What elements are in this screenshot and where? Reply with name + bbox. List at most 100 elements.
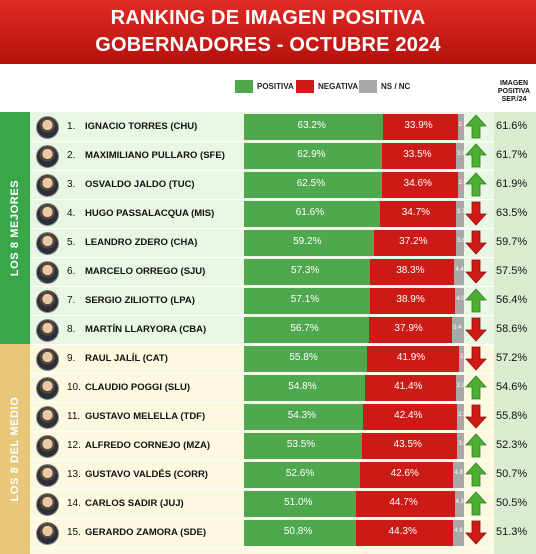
governor-name: GUSTAVO VALDÉS (CORR) bbox=[85, 469, 208, 480]
arrow-up-icon bbox=[465, 114, 487, 139]
arrow-up-icon bbox=[465, 375, 487, 400]
bar-negative bbox=[356, 491, 455, 517]
previous-value-label: 56.4% bbox=[496, 294, 528, 306]
governor-name: MAXIMILIANO PULLARO (SFE) bbox=[85, 150, 225, 161]
legend-label-positive: POSITIVA bbox=[257, 82, 294, 91]
avatar bbox=[36, 348, 59, 371]
previous-header-line1: IMAGEN bbox=[500, 80, 528, 87]
bar-negative bbox=[382, 143, 457, 169]
bar-negative bbox=[379, 201, 456, 227]
rank-label: 9. bbox=[67, 353, 76, 364]
rank-label: 7. bbox=[67, 295, 76, 306]
arrow-up-icon bbox=[465, 491, 487, 516]
data-label-negative: 44.7% bbox=[389, 497, 418, 508]
avatar bbox=[36, 261, 59, 284]
bar-nsnc bbox=[454, 491, 464, 517]
row-divider bbox=[30, 199, 494, 200]
bar-positive bbox=[244, 404, 364, 430]
bar-positive bbox=[244, 491, 357, 517]
data-label-positive: 50.8% bbox=[283, 526, 313, 537]
data-label-negative: 37.9% bbox=[394, 323, 423, 334]
table-row: 6. MARCELO ORREGO (SJU) 57.3% 38.3% 4.4 57.5% bbox=[30, 257, 536, 286]
data-label-negative: 33.5% bbox=[403, 149, 432, 160]
arrow-up-icon bbox=[465, 172, 487, 197]
previous-value-label: 54.6% bbox=[496, 381, 528, 393]
avatar bbox=[36, 116, 59, 139]
table-row: 11. GUSTAVO MELELLA (TDF) 54.3% 42.4% 3.3 55.… bbox=[30, 402, 536, 431]
table-row: 3. OSVALDO JALDO (TUC) 62.5% 34.6% 2.9 61.9% bbox=[30, 170, 536, 199]
row-divider bbox=[30, 141, 494, 142]
rank-label: 8. bbox=[67, 324, 76, 335]
rank-label: 10. bbox=[67, 382, 81, 393]
previous-header-line2: POSITIVA bbox=[497, 88, 531, 95]
legend-swatch-positive bbox=[235, 80, 253, 93]
chart-subtitle: GOBERNADORES - OCTUBRE 2024 bbox=[95, 34, 441, 56]
data-label-nsnc: 2.9 bbox=[458, 180, 467, 186]
bar-negative bbox=[363, 404, 457, 430]
data-label-nsnc: 4.8 bbox=[454, 470, 463, 476]
data-label-positive: 54.3% bbox=[287, 410, 317, 421]
governor-name: LEANDRO ZDERO (CHA) bbox=[85, 237, 198, 248]
bar-nsnc bbox=[455, 288, 464, 314]
arrow-down-icon bbox=[465, 201, 487, 226]
previous-header-line3: SEP./24 bbox=[501, 96, 527, 103]
arrow-up-icon bbox=[465, 462, 487, 487]
group-label-top: LOS 8 MEJORES bbox=[9, 179, 21, 277]
data-label-positive: 63.2% bbox=[297, 120, 326, 131]
arrow-up-icon bbox=[465, 433, 487, 458]
previous-value-label: 58.6% bbox=[496, 323, 528, 335]
data-label-positive: 62.5% bbox=[296, 178, 326, 189]
bar-negative bbox=[374, 230, 457, 256]
governor-name: OSVALDO JALDO (TUC) bbox=[85, 179, 195, 190]
table-row: 13. GUSTAVO VALDÉS (CORR) 52.6% 42.6% 4.8 50.… bbox=[30, 460, 536, 489]
governor-name: MARTÍN LLARYORA (CBA) bbox=[85, 324, 207, 335]
table-row: 10. CLAUDIO POGGI (SLU) 54.8% 41.4% 3.8 54.6% bbox=[30, 373, 536, 402]
legend-swatch-negative bbox=[296, 80, 314, 93]
data-label-negative: 33.9% bbox=[404, 120, 433, 131]
bar-nsnc bbox=[455, 201, 464, 227]
table-row: 5. LEANDRO ZDERO (CHA) 59.2% 37.2% 3.6 59.7% bbox=[30, 228, 536, 257]
bar-nsnc bbox=[457, 114, 464, 140]
avatar bbox=[36, 406, 59, 429]
governor-name: CARLOS SADIR (JUJ) bbox=[85, 498, 184, 509]
data-label-negative: 41.9% bbox=[396, 352, 426, 363]
governor-name: ALFREDO CORNEJO (MZA) bbox=[85, 440, 211, 451]
data-label-nsnc: 4.4 bbox=[455, 267, 464, 273]
bar-nsnc bbox=[457, 433, 464, 459]
rank-label: 12. bbox=[67, 440, 81, 451]
previous-value-label: 51.3% bbox=[496, 526, 528, 538]
bar-nsnc bbox=[454, 259, 464, 285]
governor-name: RAUL JALÍL (CAT) bbox=[85, 353, 168, 364]
data-label-negative: 43.5% bbox=[393, 439, 422, 450]
data-label-negative: 42.6% bbox=[390, 468, 419, 479]
arrow-down-icon bbox=[465, 346, 487, 371]
rank-label: 2. bbox=[67, 150, 76, 161]
previous-value-label: 63.5% bbox=[496, 207, 528, 219]
data-label-positive: 61.6% bbox=[295, 207, 325, 218]
data-label-positive: 57.1% bbox=[290, 294, 320, 305]
previous-value-label: 57.5% bbox=[496, 265, 528, 277]
previous-month-header: IMAGEN POSITIVA SEP./24 bbox=[494, 80, 534, 104]
bar-nsnc bbox=[452, 317, 464, 343]
bar-negative bbox=[381, 172, 458, 198]
bar-positive bbox=[244, 201, 380, 227]
bar-nsnc bbox=[455, 375, 464, 401]
previous-value-label: 50.7% bbox=[496, 468, 528, 480]
avatar bbox=[36, 174, 59, 197]
rank-label: 13. bbox=[67, 469, 81, 480]
row-divider bbox=[30, 344, 494, 345]
data-label-positive: 62.9% bbox=[297, 149, 326, 160]
table-row: 9. RAUL JALÍL (CAT) 55.8% 41.9% 2.3 57.2% bbox=[30, 344, 536, 373]
data-label-nsnc: 5.4 bbox=[453, 325, 462, 331]
data-label-nsnc: 3.6 bbox=[457, 238, 466, 244]
arrow-up-icon bbox=[465, 288, 487, 313]
arrow-down-icon bbox=[465, 404, 487, 429]
arrow-up-icon bbox=[465, 143, 487, 168]
data-label-positive: 53.5% bbox=[286, 439, 316, 450]
avatar bbox=[36, 203, 59, 226]
bar-nsnc bbox=[456, 404, 464, 430]
bar-positive bbox=[244, 520, 356, 546]
legend-label-nsnc: NS / NC bbox=[381, 82, 411, 91]
arrow-down-icon bbox=[465, 230, 487, 255]
bar-positive bbox=[244, 346, 367, 372]
